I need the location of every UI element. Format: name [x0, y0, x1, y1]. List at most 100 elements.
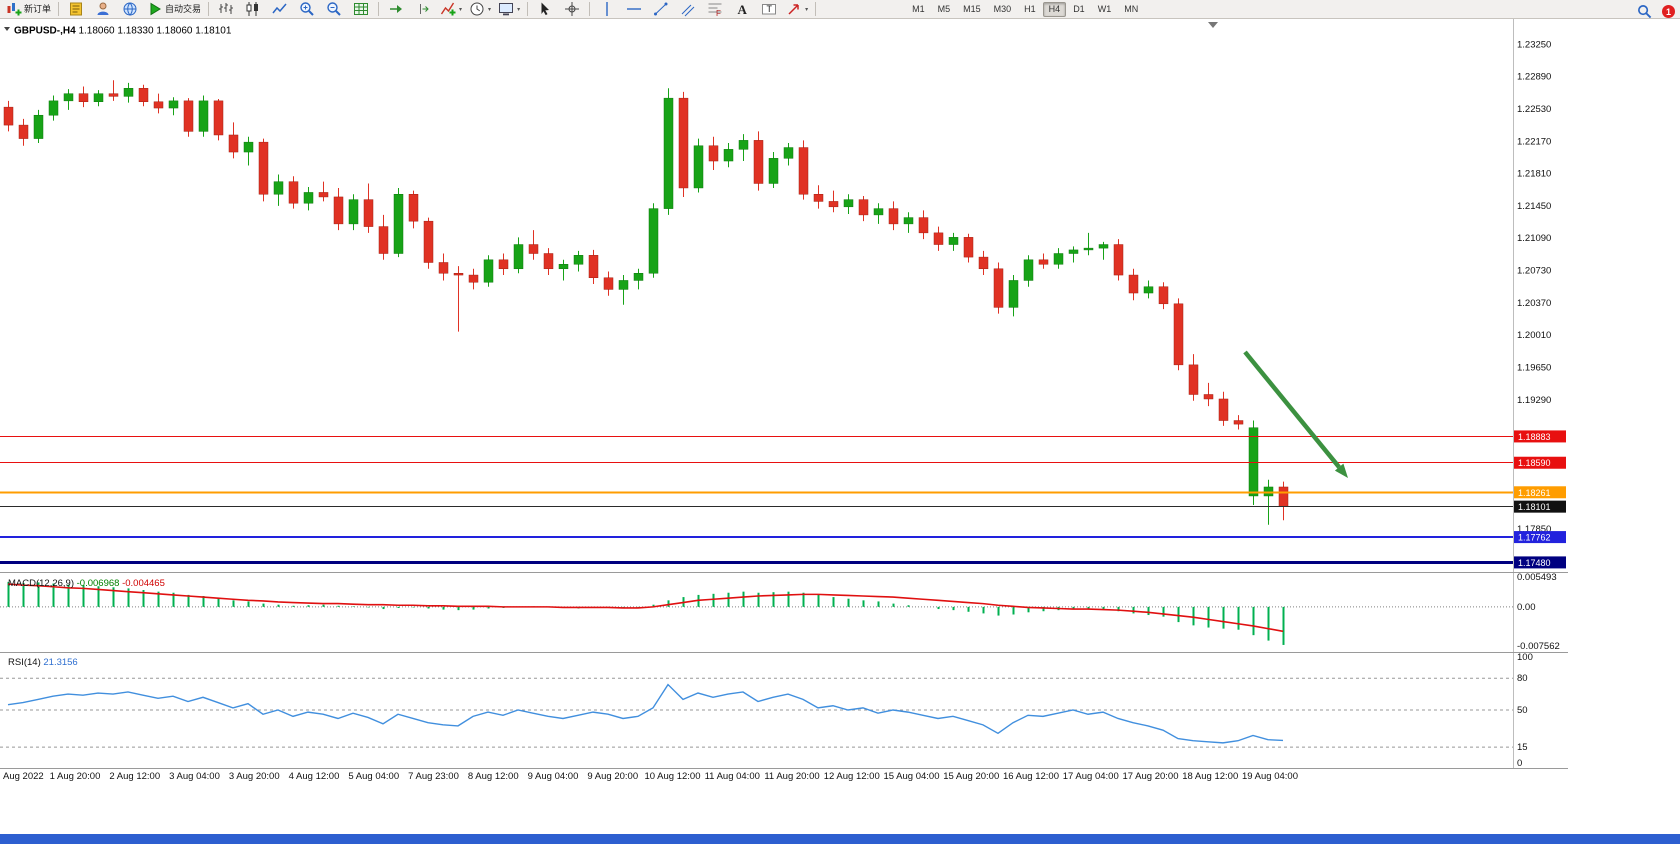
candle-body	[768, 158, 779, 184]
candle-body	[438, 262, 449, 274]
trend-arrow-annotation[interactable]	[1243, 350, 1348, 478]
svg-text:0.005493: 0.005493	[1517, 572, 1557, 583]
cursor-button[interactable]	[532, 0, 558, 19]
bar-chart-button[interactable]	[213, 0, 239, 19]
symbol-ohlc-label: GBPUSD-,H4 1.18060 1.18330 1.18060 1.181…	[14, 26, 232, 37]
toolbar-separator	[589, 2, 591, 16]
chevron-down-icon: ▾	[517, 6, 521, 13]
candle-body	[1053, 253, 1064, 265]
candle-body	[1113, 244, 1124, 276]
fibonacci-button[interactable]: F	[702, 0, 728, 19]
trendline-icon	[654, 2, 668, 16]
horizontal-line-button[interactable]	[621, 0, 647, 19]
notification-badge[interactable]: 1	[1662, 5, 1675, 18]
svg-text:100: 100	[1517, 652, 1533, 663]
timeframe-d1-button[interactable]: D1	[1073, 3, 1085, 14]
time-label: 17 Aug 04:00	[1063, 771, 1119, 782]
svg-text:1.18590: 1.18590	[1518, 458, 1551, 468]
candle-body	[1143, 286, 1154, 294]
time-axis[interactable]: Aug 2022 1 Aug 20:00 2 Aug 12:00 3 Aug 04:0…	[3, 771, 1298, 782]
candle-body	[678, 97, 689, 189]
crosshair-button[interactable]	[559, 0, 585, 19]
time-label: 12 Aug 12:00	[824, 771, 880, 782]
zoom-in-button[interactable]	[294, 0, 320, 19]
chart-shift-button[interactable]	[410, 0, 436, 19]
candle-body	[1188, 364, 1199, 395]
clock-icon	[470, 2, 484, 16]
trendline-button[interactable]	[648, 0, 674, 19]
candle-body	[468, 274, 479, 283]
chart-shift-marker[interactable]	[1208, 22, 1218, 28]
candle-body	[78, 93, 89, 103]
candle-body	[273, 181, 284, 195]
candle-body	[873, 208, 884, 216]
timeframe-m5-button[interactable]: M5	[937, 3, 951, 14]
toolbar-separator	[58, 2, 60, 16]
community-button[interactable]	[117, 0, 143, 19]
equidistant-channel-button[interactable]	[675, 0, 701, 19]
candle-body	[723, 149, 734, 162]
time-label: 8 Aug 12:00	[468, 771, 519, 782]
candle-body	[168, 100, 179, 109]
auto-scroll-button[interactable]	[383, 0, 409, 19]
chevron-down-icon: ▾	[459, 6, 463, 13]
time-label: 3 Aug 04:00	[169, 771, 220, 782]
main-toolbar: 新订单 自动交易 ▾ ▾ ▾ F A T ▾ M1 M5 M15 M30 H1 H4 D1 W1 MN 1	[0, 0, 1680, 19]
time-label: 16 Aug 12:00	[1003, 771, 1059, 782]
timeframe-w1-button[interactable]: W1	[1097, 3, 1112, 14]
timeframe-h1-button[interactable]: H1	[1024, 3, 1036, 14]
text-label-button[interactable]: T	[756, 0, 782, 19]
fibo-icon: F	[708, 3, 722, 17]
market-report-button[interactable]	[63, 0, 89, 19]
time-label: 5 Aug 04:00	[348, 771, 399, 782]
candle-body	[258, 141, 269, 195]
candle-body	[303, 192, 314, 204]
candle-body	[198, 100, 209, 132]
vertical-line-button[interactable]	[594, 0, 620, 19]
candle-body	[783, 147, 794, 159]
auto-trading-button[interactable]: 自动交易	[144, 0, 204, 19]
candle-body	[918, 217, 929, 234]
toolbar-separator	[208, 2, 210, 16]
candle-body	[423, 220, 434, 263]
zoom-out-button[interactable]	[321, 0, 347, 19]
candle-body	[693, 145, 704, 189]
arrows-tool-button[interactable]: ▾	[783, 0, 811, 19]
time-label: 19 Aug 04:00	[1242, 771, 1298, 782]
candle-body	[228, 134, 239, 153]
tile-windows-button[interactable]	[348, 0, 374, 19]
search-button[interactable]	[1631, 2, 1657, 21]
time-label: 15 Aug 04:00	[884, 771, 940, 782]
candle-body	[408, 193, 419, 222]
autoscroll-icon	[390, 5, 403, 13]
line-chart-button[interactable]	[267, 0, 293, 19]
indicators-button[interactable]: ▾	[437, 0, 465, 19]
candle-body	[453, 273, 464, 276]
candle-body	[1218, 398, 1229, 421]
svg-text:1.18261: 1.18261	[1518, 488, 1551, 498]
chart-menu-icon[interactable]	[4, 27, 10, 31]
svg-text:50: 50	[1517, 705, 1528, 716]
candlestick-series	[3, 80, 1289, 525]
candle-body	[828, 201, 839, 208]
timeframe-m1-button[interactable]: M1	[912, 3, 925, 14]
new-order-button[interactable]: 新订单	[3, 0, 54, 19]
timeframe-m30-button[interactable]: M30	[993, 3, 1012, 14]
templates-button[interactable]: ▾	[495, 0, 523, 19]
candle-body	[738, 140, 749, 150]
periods-button[interactable]: ▾	[466, 0, 494, 19]
text-button[interactable]: A	[729, 0, 755, 19]
timeframe-mn-button[interactable]: MN	[1124, 3, 1139, 14]
current-price-line-price-tag	[1514, 500, 1566, 513]
svg-text:1.21810: 1.21810	[1517, 169, 1551, 180]
time-label: 7 Aug 23:00	[408, 771, 459, 782]
account-button[interactable]	[90, 0, 116, 19]
candle-body	[1023, 259, 1034, 281]
auto-trading-button-label: 自动交易	[165, 3, 202, 14]
timeframe-m15-button[interactable]: M15	[963, 3, 981, 14]
svg-text:1.18101: 1.18101	[1518, 502, 1551, 512]
svg-text:1.17850: 1.17850	[1517, 524, 1551, 535]
timeframe-h4-button[interactable]: H4	[1042, 1, 1067, 17]
candlestick-chart-button[interactable]	[240, 0, 266, 19]
